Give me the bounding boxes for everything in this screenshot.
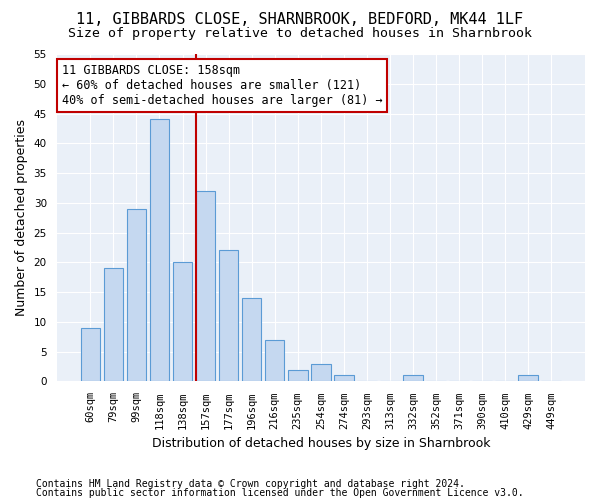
Text: Contains public sector information licensed under the Open Government Licence v3: Contains public sector information licen… xyxy=(36,488,524,498)
Bar xyxy=(104,268,123,382)
Bar xyxy=(311,364,331,382)
Bar xyxy=(242,298,262,382)
Bar xyxy=(127,209,146,382)
Bar xyxy=(173,262,193,382)
Y-axis label: Number of detached properties: Number of detached properties xyxy=(15,119,28,316)
Text: Size of property relative to detached houses in Sharnbrook: Size of property relative to detached ho… xyxy=(68,28,532,40)
Bar xyxy=(334,376,353,382)
Text: Contains HM Land Registry data © Crown copyright and database right 2024.: Contains HM Land Registry data © Crown c… xyxy=(36,479,465,489)
Bar xyxy=(518,376,538,382)
Bar xyxy=(403,376,423,382)
Bar xyxy=(80,328,100,382)
Bar xyxy=(196,191,215,382)
Bar xyxy=(288,370,308,382)
X-axis label: Distribution of detached houses by size in Sharnbrook: Distribution of detached houses by size … xyxy=(152,437,490,450)
Bar xyxy=(265,340,284,382)
Bar xyxy=(149,120,169,382)
Text: 11 GIBBARDS CLOSE: 158sqm
← 60% of detached houses are smaller (121)
40% of semi: 11 GIBBARDS CLOSE: 158sqm ← 60% of detac… xyxy=(62,64,382,107)
Bar xyxy=(219,250,238,382)
Text: 11, GIBBARDS CLOSE, SHARNBROOK, BEDFORD, MK44 1LF: 11, GIBBARDS CLOSE, SHARNBROOK, BEDFORD,… xyxy=(76,12,524,28)
